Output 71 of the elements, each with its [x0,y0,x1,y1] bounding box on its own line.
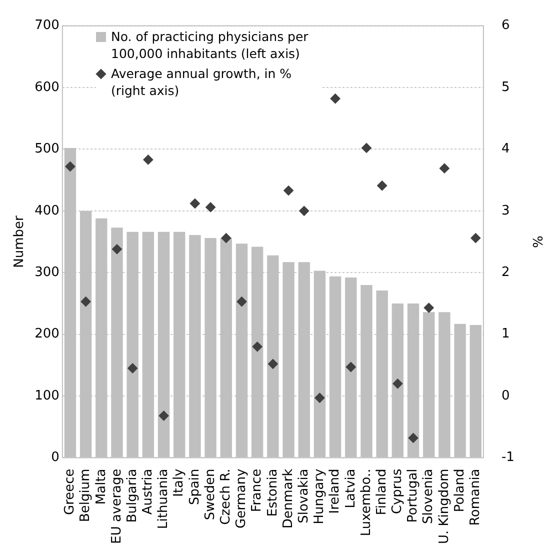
point [221,233,232,244]
y2-tick-label: -1 [501,450,514,466]
x-tick-label: Sweden [202,468,218,520]
point [143,154,154,165]
y2-tick-label: 6 [501,18,510,34]
point [128,363,138,374]
y2-tick-label: 5 [501,80,510,95]
y2-tick-label: 0 [501,388,510,404]
point [236,296,247,307]
x-tick-label: Austria [140,468,156,515]
y-tick-label: 0 [51,450,60,466]
x-tick-label: Bulgaria [124,468,140,523]
x-tick-label: Ireland [328,468,343,514]
y-tick-label: 400 [34,203,60,218]
x-tick-label: Romania [468,468,484,526]
x-tick-label: Poland [452,468,468,512]
x-tick-label: Italy [172,468,187,497]
legend-label: Average annual growth, in % (right axis) [111,65,293,99]
x-tick-label: Belgium [78,468,94,522]
x-tick-label: Slovenia [421,468,436,524]
y-axis-title: Number [12,215,28,268]
y2-axis-title: % [528,236,544,248]
x-tick-label: Czech R. [218,468,234,525]
x-tick-label: France [250,468,265,512]
point [470,233,481,244]
point [377,180,388,191]
y2-tick-label: 4 [501,142,510,157]
point [206,202,216,212]
point [80,296,91,307]
point [284,186,294,196]
x-tick-label: Denmark [280,468,296,528]
x-tick-label: EU average [109,468,124,544]
y-tick-label: 100 [34,388,60,404]
point [268,358,278,369]
point [112,244,122,254]
point [392,378,403,389]
point [65,161,76,172]
y2-tick-label: 1 [501,326,510,342]
y-tick-label: 500 [34,142,60,157]
x-tick-label: Germany [234,468,250,528]
point [408,432,418,443]
y-tick-label: 600 [34,80,60,95]
x-tick-label: Estonia [265,468,280,517]
legend-label: No. of practicing physicians per 100,000 inhabitants (left axis) [111,28,310,62]
point [314,392,325,403]
y-tick-label: 700 [34,18,60,34]
x-tick-label: U. Kingdom [436,468,452,544]
x-tick-label: Cyprus [390,468,406,514]
point [346,362,356,372]
x-tick-label: Spain [187,468,202,506]
y2-tick-label: 3 [501,203,510,218]
point [424,302,434,313]
x-tick-label: Greece [62,468,78,516]
point [361,142,372,153]
x-tick-label: Lithuania [156,468,172,529]
x-tick-label: Finland [374,468,390,516]
x-tick-label: Portugal [406,468,421,523]
point [190,198,200,209]
x-tick-label: Slovakia [296,468,312,524]
y-tick-label: 300 [34,264,60,280]
point [158,410,169,421]
y-tick-label: 200 [34,326,60,342]
x-tick-label: Malta [94,468,109,505]
point [330,94,340,104]
point [299,206,310,216]
x-tick-label: Latvia [343,468,358,508]
point [439,163,450,174]
point [252,342,262,352]
x-tick-label: Hungary [312,468,328,524]
x-tick-label: Luxembo.. [358,468,374,536]
y2-tick-label: 2 [501,264,510,280]
